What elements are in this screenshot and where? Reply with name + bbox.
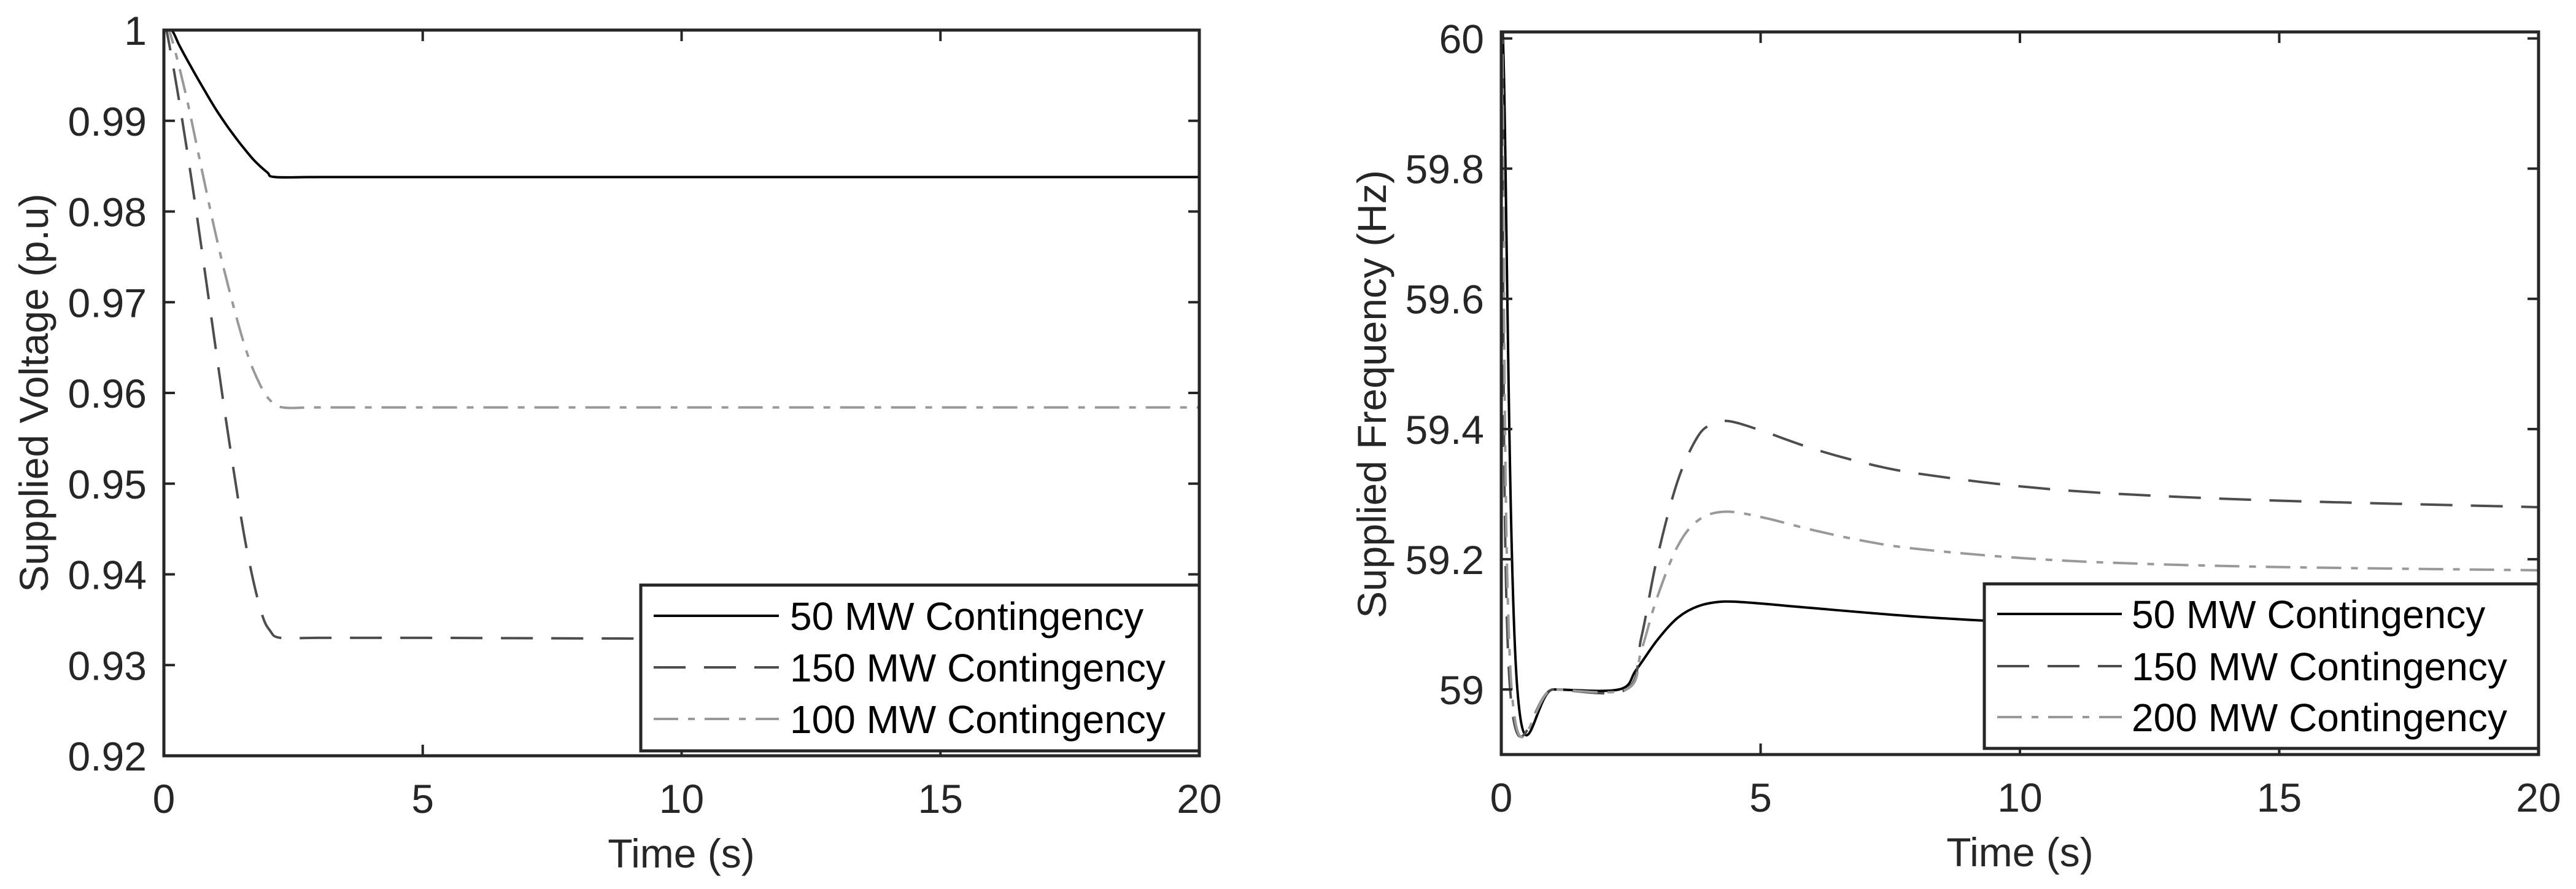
x-tick-label: 15	[918, 776, 963, 821]
voltage-legend: 50 MW Contingency 150 MW Contingency 100…	[639, 583, 1201, 753]
voltage-chart: 0 5 10 15 20 0.92 0.93 0.94 0.95 0.96 0.97 0.98 0.99…	[11, 8, 1222, 876]
series-dashed-line	[1501, 32, 2539, 738]
y-tick-label: 59.4	[1406, 407, 1484, 452]
y-tick-label: 0.95	[68, 462, 147, 507]
x-tick-label: 10	[1997, 775, 2042, 820]
y-tick-label: 0.93	[68, 643, 147, 688]
y-tick-label: 59.8	[1406, 147, 1484, 192]
legend-label-150mw: 150 MW Contingency	[2132, 645, 2507, 689]
series-dashdot-line	[1501, 32, 2539, 739]
frequency-chart: 0 5 10 15 20 59 59.2 59.4 59.6 59.8 60 Time (s) Su…	[1349, 17, 2561, 875]
x-tick-label: 20	[1177, 776, 1221, 821]
x-tick-label: 5	[411, 776, 434, 821]
frequency-legend: 50 MW Contingency 150 MW Contingency 200…	[1982, 582, 2540, 750]
series-solid-line	[164, 30, 1199, 179]
voltage-series-layer	[164, 30, 1199, 641]
y-tick-label: 0.94	[68, 553, 147, 598]
x-tick-label: 10	[659, 776, 704, 821]
y-tick-label: 0.98	[68, 190, 147, 235]
legend-label-50mw: 50 MW Contingency	[790, 594, 1143, 639]
voltage-x-axis-label: Time (s)	[608, 831, 755, 876]
y-tick-label: 60	[1439, 17, 1484, 62]
frequency-axes-frame	[1499, 30, 2540, 756]
legend-label-50mw: 50 MW Contingency	[2132, 592, 2485, 637]
y-tick-label: 0.92	[68, 734, 147, 779]
x-tick-label: 20	[2516, 775, 2561, 820]
legend-label-150mw: 150 MW Contingency	[790, 646, 1166, 690]
x-tick-label: 0	[153, 776, 176, 821]
y-tick-label: 0.99	[68, 99, 147, 144]
x-tick-label: 0	[1490, 775, 1513, 820]
voltage-axes-frame	[162, 28, 1201, 758]
x-tick-label: 5	[1749, 775, 1772, 820]
legend-label-200mw: 200 MW Contingency	[2132, 696, 2507, 740]
y-tick-label: 0.97	[68, 280, 147, 325]
voltage-y-axis-label: Supplied Voltage (p.u)	[11, 193, 56, 592]
voltage-ticks: 0 5 10 15 20 0.92 0.93 0.94 0.95 0.96 0.97 0.98 0.99…	[68, 8, 1222, 821]
frequency-x-axis-label: Time (s)	[1946, 829, 2094, 875]
series-dashed-line	[164, 30, 1199, 641]
y-tick-label: 59.6	[1406, 277, 1484, 322]
y-tick-label: 0.96	[68, 371, 147, 416]
y-tick-label: 59	[1439, 667, 1484, 713]
frequency-ticks: 0 5 10 15 20 59 59.2 59.4 59.6 59.8 60	[1406, 17, 2561, 820]
frequency-y-axis-label: Supplied Frequency (Hz)	[1349, 170, 1394, 618]
x-tick-label: 15	[2257, 775, 2302, 820]
series-dashdot-line	[164, 30, 1199, 410]
y-tick-label: 59.2	[1406, 537, 1484, 583]
legend-label-100mw: 100 MW Contingency	[790, 697, 1166, 742]
y-tick-label: 1	[124, 8, 147, 53]
